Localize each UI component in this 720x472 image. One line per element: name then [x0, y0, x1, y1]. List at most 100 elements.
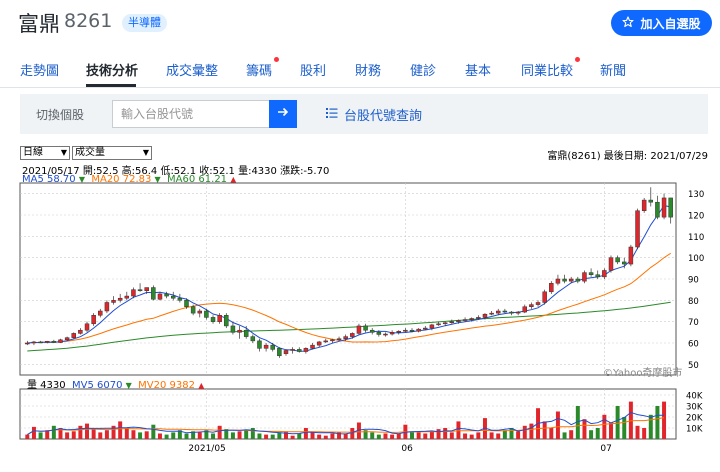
tab-financials[interactable]: 財務: [355, 64, 382, 79]
volume-bar: [370, 432, 375, 439]
active-tab-indicator: [86, 84, 136, 87]
candle-body: [436, 323, 441, 326]
down-triangle-icon: ▼: [154, 175, 161, 184]
candle-body: [71, 333, 76, 338]
candle-body: [310, 344, 315, 349]
volume-bar: [496, 433, 501, 439]
candle-body: [58, 339, 63, 343]
candle-body: [456, 320, 461, 322]
chevron-down-icon: ▼: [60, 148, 67, 157]
volume-bar: [416, 432, 421, 439]
candle-body: [297, 349, 302, 352]
industry-badge[interactable]: 半導體: [122, 14, 167, 32]
ma5-line: [27, 205, 671, 352]
candle-body: [595, 274, 600, 278]
tab-health-check[interactable]: 健診: [410, 64, 437, 79]
candle-body: [151, 287, 156, 300]
volume-bar: [582, 419, 587, 439]
candle-body: [51, 341, 57, 343]
indicator-select[interactable]: 成交量 ▼: [72, 146, 152, 160]
volume-bar: [622, 417, 627, 439]
tab-chips[interactable]: 籌碼: [246, 57, 280, 79]
volume-bar: [635, 425, 640, 439]
volume-bar: [111, 425, 116, 439]
volume-bar: [264, 434, 269, 439]
volume-bar: [609, 422, 613, 439]
search-submit-button[interactable]: [269, 100, 297, 128]
volume-bar: [429, 431, 434, 439]
tab-peer-comparison[interactable]: 同業比較: [521, 57, 581, 79]
volume-bar: [642, 428, 647, 439]
stock-code-input[interactable]: [112, 100, 270, 128]
price-tick-label: 100: [688, 254, 704, 264]
volume-bar: [330, 433, 335, 439]
tab-news[interactable]: 新聞: [600, 64, 627, 79]
price-volume-chart[interactable]: 50 60 70 80 90 100 110 120 130 2021/05 06 07 10K20K3…: [0, 180, 720, 472]
volume-bar: [469, 434, 474, 439]
mv5-line: [27, 411, 665, 436]
volume-bar: [463, 433, 468, 439]
add-to-watchlist-button[interactable]: 加入自選股: [611, 10, 712, 36]
candle-body: [164, 293, 169, 297]
volume-bar: [211, 433, 216, 439]
volume-bar: [131, 430, 136, 439]
ma20-label: MA20 72.83: [91, 174, 152, 185]
candle-body: [416, 328, 421, 332]
candle-body: [383, 333, 388, 336]
volume-bar: [662, 401, 667, 439]
stock-switch-bar: 切換個股 台股代號查詢: [20, 94, 708, 134]
candle-body: [423, 327, 428, 330]
volume-bar: [157, 433, 162, 439]
candle-body: [429, 324, 435, 329]
candle-body: [482, 313, 488, 318]
candle-body: [350, 333, 355, 337]
candle-body: [283, 350, 289, 354]
up-triangle-icon: ▲: [198, 381, 205, 390]
candle-body: [137, 289, 143, 291]
volume-bar: [118, 421, 123, 439]
x-tick-label: 07: [600, 444, 611, 454]
tab-technical-analysis[interactable]: 技術分析: [86, 64, 139, 79]
x-tick-label: 2021/05: [188, 444, 225, 454]
ma60-label: MA60 61.21: [167, 174, 228, 185]
candle-body: [555, 278, 561, 284]
volume-bar: [164, 434, 169, 439]
candle-body: [588, 272, 594, 275]
candle-body: [369, 329, 375, 333]
volume-bar: [270, 434, 275, 439]
candle-body: [250, 336, 256, 342]
volume-bar: [138, 432, 143, 439]
tab-trade-summary[interactable]: 成交彙整: [166, 64, 219, 79]
candle-body: [257, 340, 262, 349]
tab-chart[interactable]: 走勢圖: [20, 64, 60, 79]
candle-body: [502, 310, 508, 313]
candle-body: [31, 341, 37, 344]
candle-body: [217, 315, 222, 322]
candle-body: [84, 323, 90, 331]
candle-body: [104, 302, 110, 312]
period-select[interactable]: 日線 ▼: [20, 146, 70, 160]
volume-bar: [45, 430, 50, 439]
price-tick-label: 80: [688, 297, 699, 307]
tab-basic[interactable]: 基本: [465, 64, 492, 79]
stock-code-lookup-link[interactable]: 台股代號查詢: [326, 105, 422, 124]
volume-bar: [502, 430, 507, 439]
volume-bar: [615, 406, 620, 439]
candle-body: [170, 295, 176, 299]
candle-body: [190, 306, 196, 314]
candle-body: [582, 272, 587, 282]
candle-body: [25, 342, 30, 345]
tab-dividend[interactable]: 股利: [300, 64, 327, 79]
volume-bar: [356, 422, 361, 439]
candle-body: [615, 257, 620, 263]
mv20-line: [27, 417, 665, 436]
candle-body: [648, 199, 654, 203]
volume-bar: [151, 424, 156, 439]
price-tick-label: 60: [688, 340, 699, 350]
candle-body: [323, 340, 329, 343]
candle-body: [635, 210, 640, 248]
volume-tick-label: 20K: [686, 414, 703, 424]
candle-body: [575, 278, 581, 282]
candle-body: [363, 325, 368, 331]
candle-body: [237, 329, 242, 333]
